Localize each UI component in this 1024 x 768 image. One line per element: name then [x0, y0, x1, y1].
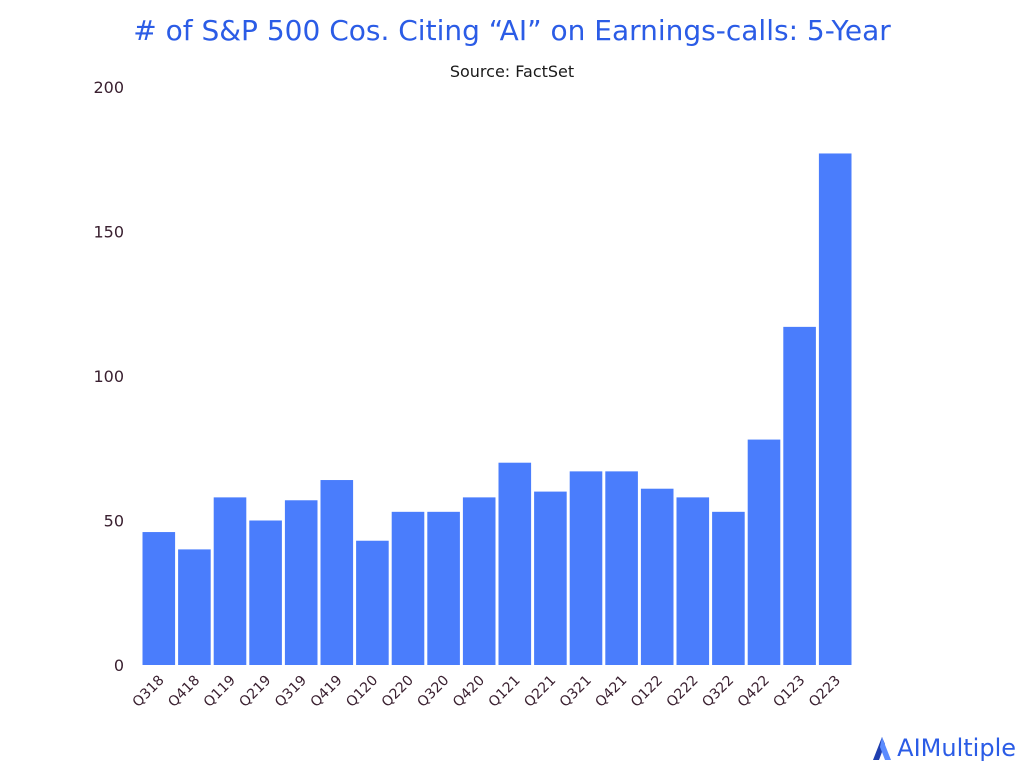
x-tick-label: Q418 [165, 673, 203, 711]
x-tick-label: Q219 [236, 673, 274, 711]
aimultiple-logo: AIMultiple [871, 734, 1016, 762]
x-tick-label: Q419 [308, 673, 346, 711]
x-tick-label: Q421 [592, 673, 630, 711]
y-tick-label: 100 [93, 367, 124, 386]
bar [747, 439, 781, 665]
y-tick-label: 200 [93, 78, 124, 97]
x-tick-label: Q123 [770, 673, 808, 711]
bar [391, 511, 425, 665]
x-tick-label: Q122 [628, 673, 666, 711]
x-tick-label: Q121 [486, 673, 524, 711]
y-axis-ticks: 0 50 100 150 200 [93, 78, 124, 675]
aimultiple-logo-icon [873, 737, 892, 760]
bar [783, 326, 816, 665]
bar [213, 497, 247, 665]
x-tick-label: Q221 [521, 673, 559, 711]
bar [498, 462, 532, 665]
x-tick-label: Q223 [806, 673, 844, 711]
chart-subtitle: Source: FactSet [449, 62, 575, 81]
x-tick-label: Q318 [130, 673, 168, 711]
chart-title: # of S&P 500 Cos. Citing “AI” on Earning… [133, 14, 891, 47]
bar-series [142, 153, 852, 665]
x-tick-label: Q422 [735, 673, 773, 711]
bar [712, 511, 745, 665]
bar [569, 471, 603, 665]
bar [427, 511, 460, 665]
bar [462, 497, 496, 665]
y-tick-label: 0 [114, 656, 124, 675]
bar [818, 153, 852, 665]
bar [284, 500, 318, 665]
bar [142, 532, 176, 665]
x-tick-label: Q319 [272, 673, 310, 711]
bar [640, 488, 674, 665]
bar [534, 491, 567, 665]
bar [605, 471, 638, 665]
bar [320, 480, 354, 665]
bar [676, 497, 710, 665]
x-tick-label: Q222 [664, 673, 702, 711]
x-tick-label: Q420 [450, 673, 488, 711]
x-tick-label: Q220 [379, 673, 417, 711]
bar [178, 549, 211, 665]
x-tick-label: Q119 [201, 673, 239, 711]
y-tick-label: 50 [104, 512, 124, 531]
logo-text: AIMultiple [897, 734, 1016, 762]
x-tick-label: Q320 [414, 673, 452, 711]
x-axis-ticks: Q318Q418Q119Q219Q319Q419Q120Q220Q320Q420… [130, 673, 844, 711]
y-tick-label: 150 [93, 223, 124, 242]
bar [356, 540, 389, 665]
x-tick-label: Q322 [699, 673, 737, 711]
bar [249, 520, 282, 665]
x-tick-label: Q120 [343, 673, 381, 711]
x-tick-label: Q321 [557, 673, 595, 711]
